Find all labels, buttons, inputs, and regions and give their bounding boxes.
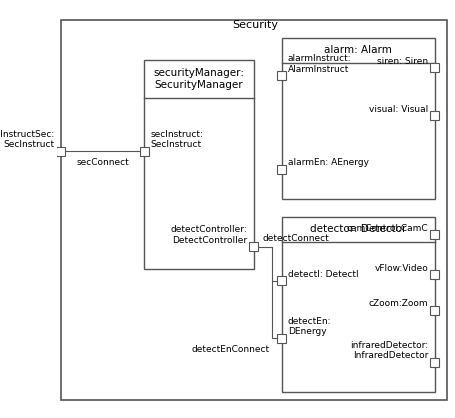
Text: securityManager:
SecurityManager: securityManager: SecurityManager	[153, 68, 244, 89]
Bar	[144, 60, 253, 269]
Text: alarmEn: AEnergy: alarmEn: AEnergy	[287, 158, 368, 167]
Text: detectEnConnect: detectEnConnect	[191, 345, 269, 354]
Bar	[430, 64, 438, 72]
Text: secConnect: secConnect	[76, 158, 129, 168]
Text: detector: Detector: detector: Detector	[309, 224, 405, 234]
Text: detectI: DetectI: detectI: DetectI	[287, 270, 358, 279]
Bar	[56, 147, 65, 155]
Text: camControl:CamC: camControl:CamC	[346, 224, 427, 233]
Text: detectController:
DetectController: detectController: DetectController	[170, 225, 247, 245]
Bar	[277, 71, 285, 80]
Text: cZoom:Zoom: cZoom:Zoom	[368, 299, 427, 308]
Text: detectConnect: detectConnect	[262, 234, 328, 243]
Bar	[281, 217, 434, 392]
Text: alarm: Alarm: alarm: Alarm	[324, 45, 391, 55]
Text: secInstructSec:
SecInstruct: secInstructSec: SecInstruct	[0, 130, 54, 149]
Bar	[430, 306, 438, 315]
Bar	[140, 147, 148, 155]
Text: secInstruct:
SecInstruct: secInstruct: SecInstruct	[150, 130, 203, 149]
Text: visual: Visual: visual: Visual	[368, 104, 427, 114]
Text: alarmInstruct:
AlarmInstruct: alarmInstruct: AlarmInstruct	[287, 54, 351, 74]
Bar	[430, 270, 438, 279]
Bar	[277, 165, 285, 173]
Bar	[430, 358, 438, 367]
Bar	[277, 276, 285, 285]
Text: infraredDetector:
InfraredDetector: infraredDetector: InfraredDetector	[349, 341, 427, 360]
Text: detectEn:
DEnergy: detectEn: DEnergy	[287, 317, 331, 336]
Bar	[281, 38, 434, 199]
Text: vFlow:Video: vFlow:Video	[374, 264, 427, 273]
Bar	[249, 242, 258, 251]
Text: siren: Siren: siren: Siren	[376, 57, 427, 66]
Text: Security: Security	[232, 20, 278, 30]
Bar	[277, 334, 285, 343]
Bar	[430, 230, 438, 239]
Bar	[430, 111, 438, 120]
